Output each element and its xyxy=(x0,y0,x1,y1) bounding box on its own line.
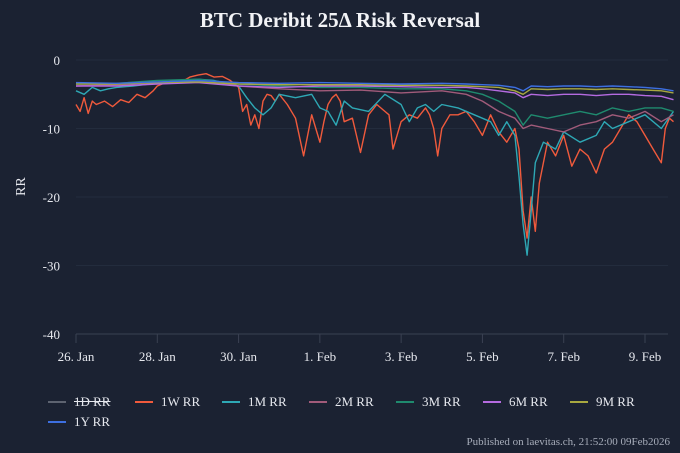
x-tick-label: 3. Feb xyxy=(385,349,418,364)
x-tick-label: 26. Jan xyxy=(58,349,95,364)
series-line-6m-rr[interactable] xyxy=(76,81,674,101)
legend-label: 3M RR xyxy=(422,394,461,409)
legend-item-1w-rr[interactable]: 1W RR xyxy=(135,394,222,410)
legend-item-3m-rr[interactable]: 3M RR xyxy=(396,394,483,410)
x-axis: 26. Jan 28. Jan 30. Jan 1. Feb 3. Feb 5. Feb 7… xyxy=(58,334,662,364)
y-tick-label: -40 xyxy=(43,327,60,342)
y-axis-label: RR xyxy=(14,177,29,196)
legend-swatch xyxy=(48,421,66,423)
published-footer: Published on laevitas.ch, 21:52:00 09Feb… xyxy=(466,436,670,448)
legend-swatch xyxy=(483,401,501,403)
legend-swatch xyxy=(222,401,240,403)
legend: 1D RR 1W RR 1M RR 2M RR 3M RR 6M RR 9M R… xyxy=(48,392,668,432)
legend-swatch xyxy=(135,401,153,403)
legend-item-6m-rr[interactable]: 6M RR xyxy=(483,394,570,410)
legend-label: 6M RR xyxy=(509,394,548,409)
legend-swatch xyxy=(48,401,66,403)
legend-swatch xyxy=(570,401,588,403)
legend-item-9m-rr[interactable]: 9M RR xyxy=(570,394,657,410)
legend-label: 1W RR xyxy=(161,394,201,409)
series-line-1w-rr[interactable] xyxy=(75,72,674,239)
y-tick-label: 0 xyxy=(54,53,61,68)
y-tick-label: -30 xyxy=(43,259,60,274)
y-tick-label: -20 xyxy=(43,190,60,205)
legend-item-1y-rr[interactable]: 1Y RR xyxy=(48,414,135,430)
y-tick-label: -10 xyxy=(43,122,60,137)
legend-item-1m-rr[interactable]: 1M RR xyxy=(222,394,309,410)
grid-lines xyxy=(76,59,668,335)
legend-label: 1M RR xyxy=(248,394,287,409)
x-tick-label: 9. Feb xyxy=(629,349,662,364)
legend-item-2m-rr[interactable]: 2M RR xyxy=(309,394,396,410)
x-tick-label: 5. Feb xyxy=(466,349,499,364)
legend-swatch xyxy=(309,401,327,403)
x-tick-label: 28. Jan xyxy=(139,349,176,364)
legend-row: 1Y RR xyxy=(48,412,668,432)
chart-title: BTC Deribit 25Δ Risk Reversal xyxy=(199,8,481,32)
legend-label: 1D RR xyxy=(74,394,111,409)
legend-label: 9M RR xyxy=(596,394,635,409)
legend-label: 1Y RR xyxy=(74,414,110,429)
series-line-1m-rr[interactable] xyxy=(75,78,675,256)
legend-item-1d-rr[interactable]: 1D RR xyxy=(48,394,135,410)
legend-row: 1D RR 1W RR 1M RR 2M RR 3M RR 6M RR 9M R… xyxy=(48,392,668,412)
x-tick-label: 7. Feb xyxy=(547,349,580,364)
series-line-1y-rr[interactable] xyxy=(75,79,674,92)
legend-swatch xyxy=(396,401,414,403)
series-lines[interactable] xyxy=(75,72,675,256)
series-line-9m-rr[interactable] xyxy=(76,81,674,96)
legend-label: 2M RR xyxy=(335,394,374,409)
y-axis: 0 -10 -20 -30 -40 xyxy=(43,53,60,342)
x-tick-label: 1. Feb xyxy=(304,349,337,364)
x-tick-label: 30. Jan xyxy=(220,349,257,364)
